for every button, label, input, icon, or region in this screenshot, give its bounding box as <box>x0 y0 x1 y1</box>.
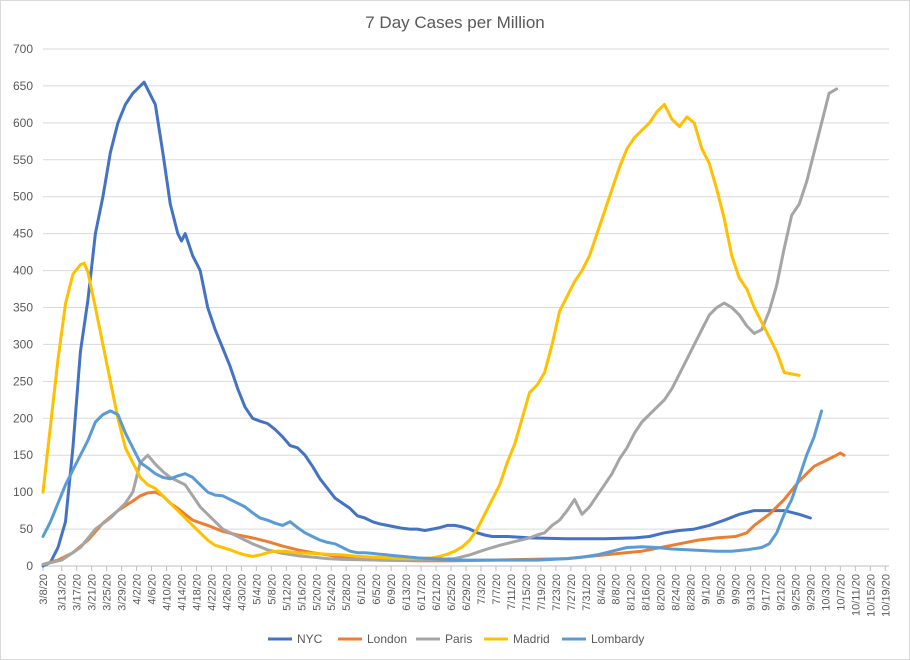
x-tick-label: 7/23/20 <box>551 574 563 611</box>
x-tick-label: 9/13/20 <box>745 574 757 611</box>
series-line-madrid <box>41 102 801 561</box>
x-tick-label: 5/4/20 <box>251 574 263 605</box>
legend-label-lombardy: Lombardy <box>591 632 644 646</box>
x-tick-label: 4/26/20 <box>221 574 233 611</box>
x-tick-label: 6/25/20 <box>446 574 458 611</box>
x-tick-label: 5/12/20 <box>281 574 293 611</box>
x-tick-label: 8/8/20 <box>611 574 623 605</box>
y-tick-label: 550 <box>13 153 33 167</box>
x-tick-label: 6/13/20 <box>401 574 413 611</box>
x-tick-label: 7/3/20 <box>476 574 488 605</box>
y-tick-label: 300 <box>13 337 33 351</box>
y-tick-label: 100 <box>13 485 33 499</box>
legend-label-madrid: Madrid <box>513 632 550 646</box>
x-tick-label: 8/28/20 <box>686 574 698 611</box>
x-tick-label: 10/15/20 <box>865 574 877 617</box>
y-tick-label: 350 <box>13 301 33 315</box>
x-tick-label: 7/15/20 <box>521 574 533 611</box>
x-tick-label: 3/8/20 <box>38 574 50 605</box>
x-tick-label: 3/25/20 <box>102 574 114 611</box>
legend-label-london: London <box>367 632 407 646</box>
x-tick-label: 3/29/20 <box>117 574 129 611</box>
y-tick-label: 200 <box>13 411 33 425</box>
y-tick-label: 0 <box>26 559 33 573</box>
x-axis-ticks: 3/8/20 3/13/20 3/17/20 3/21/20 3/25/20 3/29/2… <box>38 566 892 617</box>
x-tick-label: 6/5/20 <box>371 574 383 605</box>
x-tick-label: 5/20/20 <box>311 574 323 611</box>
x-tick-label: 6/17/20 <box>416 574 428 611</box>
legend-label-paris: Paris <box>445 632 472 646</box>
x-tick-label: 10/7/20 <box>835 574 847 611</box>
x-tick-label: 8/20/20 <box>656 574 668 611</box>
x-tick-label: 4/14/20 <box>177 574 189 611</box>
y-tick-label: 500 <box>13 190 33 204</box>
x-tick-label: 9/29/20 <box>805 574 817 611</box>
y-tick-label: 600 <box>13 116 33 130</box>
chart-title: 7 Day Cases per Million <box>365 13 545 32</box>
y-tick-label: 250 <box>13 374 33 388</box>
x-tick-label: 3/17/20 <box>72 574 84 611</box>
x-tick-label: 10/3/20 <box>820 574 832 611</box>
series-line-paris <box>41 87 839 566</box>
x-tick-label: 8/12/20 <box>626 574 638 611</box>
x-tick-label: 5/16/20 <box>296 574 308 611</box>
x-tick-label: 7/11/20 <box>506 574 518 610</box>
y-axis-ticks: 0 50 100 150 200 250 300 350 400 450 500 550 600 650 7… <box>13 42 33 573</box>
x-tick-label: 8/24/20 <box>671 574 683 611</box>
series-lines <box>41 80 846 568</box>
y-tick-label: 400 <box>13 264 33 278</box>
x-tick-label: 4/18/20 <box>191 574 203 611</box>
y-tick-label: 150 <box>13 448 33 462</box>
y-tick-label: 700 <box>13 42 33 56</box>
x-tick-label: 7/7/20 <box>491 574 503 605</box>
x-tick-label: 5/8/20 <box>266 574 278 605</box>
x-tick-label: 7/27/20 <box>566 574 578 611</box>
x-tick-label: 4/22/20 <box>206 574 218 611</box>
y-tick-label: 650 <box>13 79 33 93</box>
series-line-nyc <box>41 80 812 568</box>
x-tick-label: 3/13/20 <box>57 574 69 611</box>
x-tick-label: 6/9/20 <box>386 574 398 605</box>
x-tick-label: 6/1/20 <box>356 574 368 605</box>
x-tick-label: 5/24/20 <box>326 574 338 611</box>
x-tick-label: 6/21/20 <box>431 574 443 611</box>
x-tick-label: 10/19/20 <box>880 574 892 617</box>
legend: NYC London Paris Madrid Lombardy <box>268 632 644 646</box>
x-tick-label: 4/30/20 <box>236 574 248 611</box>
x-tick-label: 4/2/20 <box>132 574 144 605</box>
series-line-lombardy <box>41 409 824 562</box>
x-tick-label: 4/10/20 <box>162 574 174 611</box>
x-tick-label: 4/6/20 <box>147 574 159 605</box>
x-tick-label: 9/5/20 <box>716 574 728 605</box>
x-tick-label: 6/29/20 <box>461 574 473 611</box>
x-tick-label: 7/19/20 <box>536 574 548 611</box>
x-tick-label: 9/21/20 <box>775 574 787 611</box>
x-tick-label: 9/9/20 <box>731 574 743 605</box>
x-tick-label: 7/31/20 <box>581 574 593 611</box>
y-tick-label: 450 <box>13 227 33 241</box>
x-tick-label: 9/25/20 <box>790 574 802 611</box>
x-tick-label: 3/21/20 <box>87 574 99 611</box>
x-tick-label: 9/1/20 <box>701 574 713 605</box>
x-tick-label: 5/28/20 <box>341 574 353 611</box>
series-line-london <box>41 451 846 566</box>
x-tick-label: 10/11/20 <box>850 574 862 616</box>
x-tick-label: 9/17/20 <box>760 574 772 611</box>
y-tick-label: 50 <box>20 522 34 536</box>
legend-label-nyc: NYC <box>297 632 323 646</box>
x-tick-label: 8/16/20 <box>641 574 653 611</box>
x-tick-label: 8/4/20 <box>596 574 608 605</box>
